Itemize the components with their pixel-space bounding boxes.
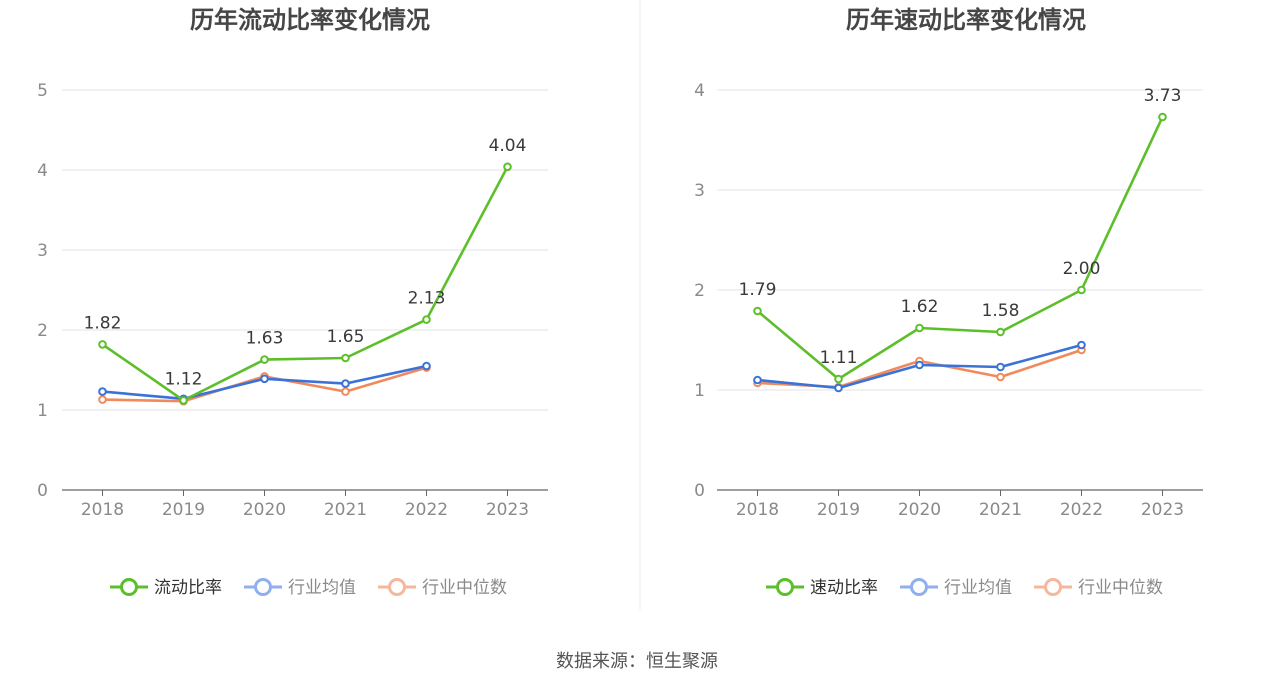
x-tick-label: 2018 bbox=[81, 500, 124, 520]
data-point bbox=[260, 355, 269, 364]
legend-label: 流动比率 bbox=[154, 578, 222, 598]
quick-ratio-chart: 历年速动比率变化情况 0 1 2 3 4 2018 2019 2020 2021 2022 2023 1… bbox=[694, 6, 1203, 598]
legend-swatch-marker bbox=[388, 578, 406, 596]
x-tick-label: 2021 bbox=[979, 500, 1022, 520]
data-point bbox=[98, 387, 107, 396]
legend-swatch-marker bbox=[254, 578, 272, 596]
x-tick-label: 2019 bbox=[162, 500, 205, 520]
x-tick-label: 2023 bbox=[486, 500, 529, 520]
data-label: 2.13 bbox=[408, 289, 446, 309]
data-point bbox=[422, 361, 431, 371]
x-tick-label: 2020 bbox=[898, 500, 941, 520]
data-label: 3.73 bbox=[1144, 86, 1182, 106]
x-tick-label: 2018 bbox=[736, 500, 779, 520]
data-point bbox=[996, 362, 1005, 372]
data-point bbox=[915, 360, 924, 370]
legend-item[interactable]: 流动比率 bbox=[110, 578, 222, 598]
y-tick-label: 4 bbox=[37, 161, 48, 181]
legend-swatch-marker bbox=[776, 578, 794, 596]
data-label: 1.63 bbox=[246, 329, 284, 349]
legend-label: 行业均值 bbox=[288, 578, 356, 598]
legend-item[interactable]: 行业中位数 bbox=[1034, 578, 1163, 598]
data-point bbox=[834, 383, 843, 393]
legend-item[interactable]: 行业均值 bbox=[244, 578, 356, 598]
legend-swatch-marker bbox=[1044, 578, 1062, 596]
data-point bbox=[996, 327, 1005, 337]
data-point bbox=[98, 395, 107, 404]
y-tick-label: 2 bbox=[37, 321, 48, 341]
data-point bbox=[1077, 340, 1086, 350]
data-label: 1.62 bbox=[901, 297, 939, 317]
data-label: 2.00 bbox=[1063, 259, 1101, 279]
series-line-0 bbox=[756, 116, 1164, 381]
chart-title: 历年流动比率变化情况 bbox=[190, 6, 430, 34]
data-point bbox=[98, 340, 107, 349]
x-tick-label: 2021 bbox=[324, 500, 367, 520]
legend-swatch-marker bbox=[910, 578, 928, 596]
data-point bbox=[996, 372, 1005, 382]
x-tick-label: 2022 bbox=[1060, 500, 1103, 520]
data-label: 1.11 bbox=[820, 348, 858, 368]
y-tick-label: 3 bbox=[694, 181, 705, 201]
data-point bbox=[341, 387, 350, 396]
y-tick-label: 1 bbox=[37, 401, 48, 421]
y-tick-label: 0 bbox=[694, 481, 705, 501]
data-point bbox=[1077, 285, 1086, 295]
y-tick-label: 4 bbox=[694, 81, 705, 101]
chart-title: 历年速动比率变化情况 bbox=[846, 6, 1086, 34]
y-tick-label: 1 bbox=[694, 381, 705, 401]
legend-item[interactable]: 行业中位数 bbox=[378, 578, 507, 598]
source-note: 数据来源：恒生聚源 bbox=[556, 651, 718, 672]
x-tick-label: 2023 bbox=[1141, 500, 1184, 520]
data-point bbox=[834, 374, 843, 384]
data-label: 1.79 bbox=[739, 280, 777, 300]
series-line-0 bbox=[101, 166, 509, 402]
legend-label: 行业均值 bbox=[944, 578, 1012, 598]
data-point bbox=[341, 379, 350, 388]
y-tick-label: 0 bbox=[37, 481, 48, 501]
data-label: 4.04 bbox=[489, 136, 527, 156]
y-tick-label: 3 bbox=[37, 241, 48, 261]
legend-label: 行业中位数 bbox=[1078, 578, 1163, 598]
data-label: 1.82 bbox=[84, 313, 122, 333]
data-point bbox=[179, 396, 188, 405]
legend-item[interactable]: 速动比率 bbox=[766, 578, 878, 598]
data-point bbox=[341, 353, 350, 363]
data-point bbox=[753, 375, 762, 385]
legend-swatch-marker bbox=[120, 578, 138, 596]
data-point bbox=[422, 315, 431, 324]
data-point bbox=[503, 162, 512, 172]
data-label: 1.58 bbox=[982, 301, 1020, 321]
data-point bbox=[753, 306, 762, 316]
current-ratio-chart: 历年流动比率变化情况 0 1 2 3 4 5 2018 2019 2020 2021 2022 2023… bbox=[37, 6, 548, 598]
legend-label: 速动比率 bbox=[810, 578, 878, 598]
legend-item[interactable]: 行业均值 bbox=[900, 578, 1012, 598]
data-point bbox=[260, 374, 269, 384]
x-tick-label: 2020 bbox=[243, 500, 286, 520]
x-tick-label: 2022 bbox=[405, 500, 448, 520]
data-label: 1.12 bbox=[165, 369, 203, 389]
x-tick-label: 2019 bbox=[817, 500, 860, 520]
data-point bbox=[1158, 112, 1167, 122]
y-tick-label: 5 bbox=[37, 81, 48, 101]
data-point bbox=[915, 323, 924, 333]
legend-label: 行业中位数 bbox=[422, 578, 507, 598]
data-label: 1.65 bbox=[327, 327, 365, 347]
y-tick-label: 2 bbox=[694, 281, 705, 301]
